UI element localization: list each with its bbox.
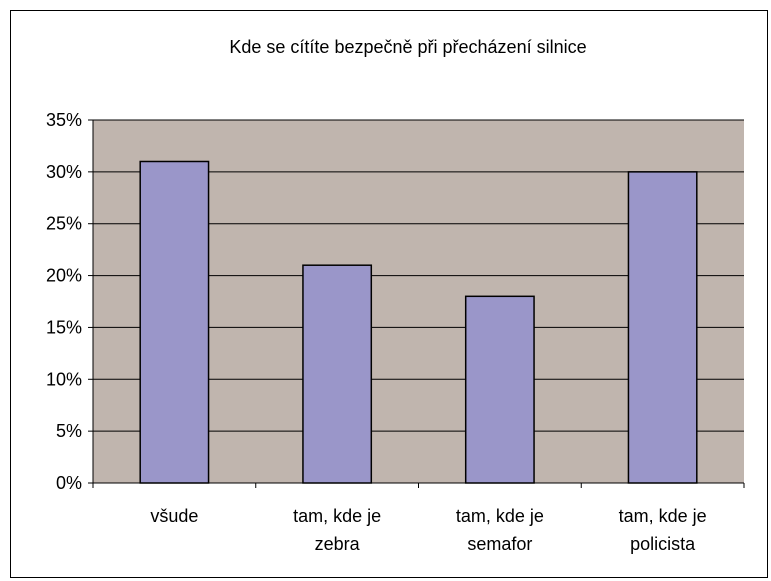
bar	[139, 160, 210, 484]
x-category-label: policista	[630, 534, 696, 554]
bar	[627, 171, 698, 484]
y-tick-label: 35%	[46, 110, 82, 130]
y-tick-label: 30%	[46, 162, 82, 182]
bar	[302, 264, 373, 484]
x-category-label: semafor	[467, 534, 532, 554]
x-category-label: zebra	[315, 534, 361, 554]
y-tick-label: 0%	[56, 473, 82, 493]
x-category-label: tam, kde je	[456, 506, 544, 526]
y-tick-label: 10%	[46, 369, 82, 389]
chart-title: Kde se cítíte bezpečně při přecházení si…	[229, 37, 586, 57]
y-tick-label: 20%	[46, 266, 82, 286]
x-category-label: tam, kde je	[293, 506, 381, 526]
y-tick-label: 5%	[56, 421, 82, 441]
x-category-label: tam, kde je	[619, 506, 707, 526]
x-category-label: všude	[150, 506, 198, 526]
y-tick-label: 15%	[46, 317, 82, 337]
y-tick-label: 25%	[46, 214, 82, 234]
bar	[464, 295, 535, 484]
